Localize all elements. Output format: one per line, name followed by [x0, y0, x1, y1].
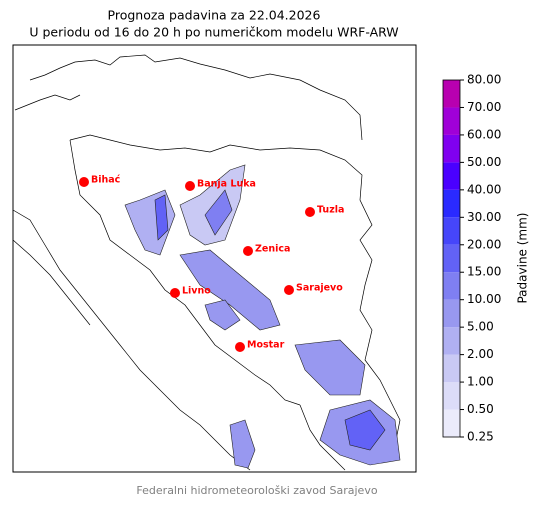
colorbar-band: [443, 382, 460, 410]
colorbar-band: [443, 299, 460, 328]
colorbar-tick-label: 0.50: [467, 402, 494, 416]
footer: Federalni hidrometeorološki zavod Saraje…: [136, 484, 377, 497]
colorbar-band: [443, 354, 460, 383]
city-label: Livno: [182, 286, 211, 297]
city-dot: [243, 246, 253, 256]
city-label: Mostar: [247, 340, 285, 351]
colorbar-tick-label: 40.00: [467, 182, 501, 196]
colorbar-band: [443, 107, 460, 135]
colorbar-band: [443, 162, 460, 190]
colorbar-tick-label: 5.00: [467, 320, 494, 334]
colorbar-band: [443, 189, 460, 218]
city-label: Banja Luka: [197, 179, 256, 190]
colorbar-tick-label: 70.00: [467, 100, 501, 114]
subtitle: U periodu od 16 do 20 h po numeričkom mo…: [29, 25, 398, 40]
colorbar-tick-label: 10.00: [467, 292, 501, 306]
precipitation: [124, 164, 401, 469]
city-label: Bihać: [91, 175, 121, 186]
colorbar-tick-label: 2.00: [467, 347, 494, 361]
colorbar-tick-label: 1.00: [467, 375, 494, 389]
city-dot: [170, 288, 180, 298]
city-dot: [79, 177, 89, 187]
colorbar-tick-label: 0.25: [467, 430, 494, 444]
colorbar-tick-label: 30.00: [467, 210, 501, 224]
colorbar-tick-label: 20.00: [467, 237, 501, 251]
cities: Bihać Banja Luka Tuzla Zenica Sarajevo Livno M…: [79, 175, 344, 352]
city-dot: [305, 207, 315, 217]
colorbar-tick-label: 15.00: [467, 265, 501, 279]
colorbar-label: Padavine (mm): [516, 212, 530, 303]
colorbar-tick-label: 50.00: [467, 155, 501, 169]
colorbar-band: [443, 217, 460, 245]
city-dot: [235, 342, 245, 352]
city-label: Sarajevo: [296, 283, 343, 294]
colorbar-band: [443, 134, 460, 163]
colorbar-tick-label: 80.00: [467, 73, 501, 87]
colorbar-frame: [442, 79, 461, 438]
colorbar-band: [443, 327, 460, 355]
city-label: Tuzla: [317, 205, 344, 216]
colorbar-tick-label: 60.00: [467, 127, 501, 141]
colorbar-band: [443, 409, 460, 437]
city-dot: [284, 285, 294, 295]
colorbar: 0.25 0.50 1.00 2.00 5.00 10.00 15.00 20.00 30.00…: [442, 73, 501, 444]
colorbar-band: [443, 272, 460, 300]
colorbar-band: [443, 244, 460, 273]
city-label: Zenica: [255, 244, 290, 255]
colorbar-band: [443, 80, 460, 108]
title: Prognoza padavina za 22.04.2026: [108, 8, 321, 23]
city-dot: [185, 181, 195, 191]
